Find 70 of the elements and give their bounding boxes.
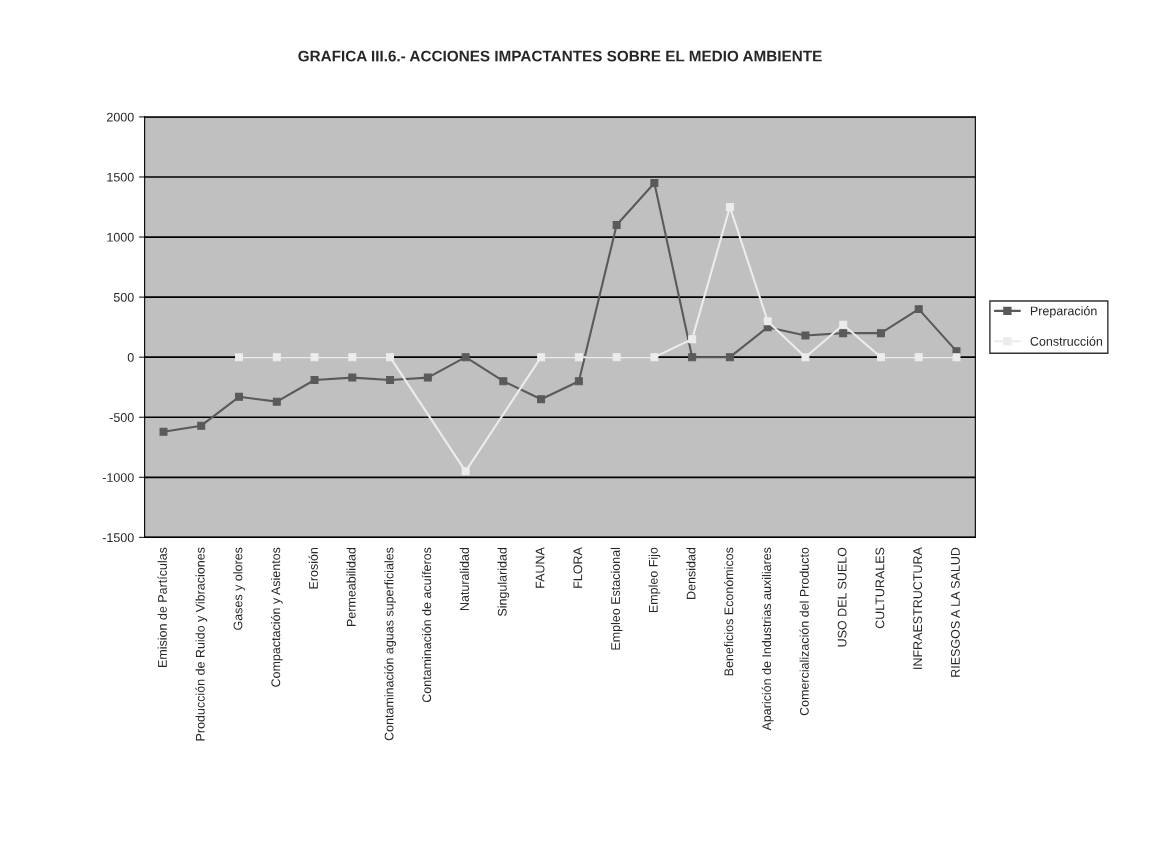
point xyxy=(839,320,848,329)
point xyxy=(386,353,395,362)
y-tick-label: -500 xyxy=(109,413,134,422)
point xyxy=(801,353,810,362)
y-tick-label: -1000 xyxy=(102,473,134,482)
point xyxy=(197,421,206,430)
point xyxy=(876,353,885,362)
y-tick-label: 0 xyxy=(127,352,134,362)
point xyxy=(310,376,319,384)
legend-label: Preparación xyxy=(1030,306,1097,318)
point xyxy=(537,353,546,362)
point xyxy=(461,467,470,476)
x-tick-label: Compactación y Asientos xyxy=(270,547,283,687)
point xyxy=(688,353,697,362)
x-tick-label: Permeabilidad xyxy=(346,547,356,626)
y-tick-label: 2000 xyxy=(107,112,134,122)
x-tick-label: Empleo Fijo xyxy=(648,547,661,613)
x-tick-label: Singularidad xyxy=(497,547,510,617)
x-tick-label: Producción de Ruido y Vibraciones xyxy=(195,547,208,741)
y-tick-label: 500 xyxy=(113,292,134,302)
point xyxy=(537,395,546,404)
point xyxy=(348,353,357,362)
x-tick-label: INFRAESTRUCTURA xyxy=(913,547,923,669)
point xyxy=(612,221,621,230)
x-tick-label: Beneficios Económicos xyxy=(723,547,734,676)
x-tick-label: Gases y olores xyxy=(233,547,245,630)
x-tick-label: USO DEL SUELO xyxy=(837,547,847,647)
point xyxy=(725,203,734,211)
x-tick-label: FAUNA xyxy=(535,547,545,588)
point xyxy=(461,353,470,362)
point xyxy=(272,353,281,362)
x-tick-label: Erosión xyxy=(308,547,318,589)
point xyxy=(839,329,848,338)
y-tick-label: 1000 xyxy=(107,232,134,242)
point xyxy=(310,353,319,362)
point xyxy=(725,353,734,362)
x-tick-label: Naturalidad xyxy=(459,547,469,611)
point xyxy=(914,305,923,314)
x-tick-label: Aparición de Industrias auxiliares xyxy=(761,547,774,731)
x-tick-label: Contaminación de acuíferos xyxy=(421,547,432,703)
x-tick-label: Densidad xyxy=(686,547,696,599)
point xyxy=(386,376,395,384)
x-tick-label: RIESGOS A LA SALUD xyxy=(950,547,960,677)
point xyxy=(499,377,508,386)
point xyxy=(763,317,772,326)
y-tick-label: -1500 xyxy=(102,533,134,543)
x-tick-label: Empleo Estacional xyxy=(610,547,623,650)
point xyxy=(423,373,432,382)
x-tick-label: CULTURALES xyxy=(875,547,885,629)
legend-label: Construcción xyxy=(1030,336,1103,346)
point xyxy=(235,353,244,362)
point xyxy=(272,397,281,406)
x-tick-label: Emision de Partículas xyxy=(157,547,167,667)
x-tick-label: Contaminación aguas superficiales xyxy=(384,547,396,741)
point xyxy=(650,353,659,362)
point xyxy=(876,329,885,338)
point xyxy=(235,392,244,401)
point xyxy=(801,331,810,340)
point xyxy=(348,373,357,382)
point xyxy=(574,353,583,362)
point xyxy=(650,178,659,187)
y-tick-label: 1500 xyxy=(107,172,134,182)
point xyxy=(612,353,621,362)
point xyxy=(952,353,961,362)
x-tick-label: Comercialización del Producto xyxy=(799,547,809,716)
point xyxy=(688,335,697,344)
point xyxy=(914,353,923,362)
point xyxy=(574,377,583,386)
x-tick-label: FLORA xyxy=(573,547,583,588)
chart-title: GRAFICA III.6.- ACCIONES IMPACTANTES SOBRE EL MEDIO AMBIENTE xyxy=(298,50,822,62)
